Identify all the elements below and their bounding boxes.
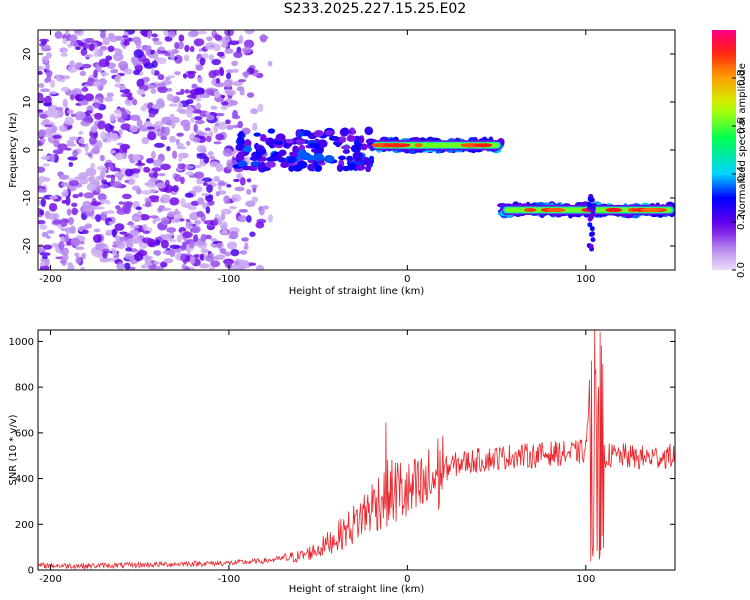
x-tick-label: -200 bbox=[39, 274, 62, 285]
x-tick-label: -100 bbox=[218, 574, 241, 585]
colorbar-tick-label: 0.6 bbox=[736, 118, 747, 134]
y-axis-label: SNR (10 * v/v) bbox=[8, 414, 19, 485]
x-tick-label: 0 bbox=[404, 274, 410, 285]
x-tick-label: -200 bbox=[39, 574, 62, 585]
y-tick-label: 600 bbox=[15, 428, 34, 439]
snr-frame bbox=[37, 329, 676, 571]
x-tick-label: 0 bbox=[404, 574, 410, 585]
colorbar bbox=[712, 30, 736, 270]
y-tick-label: 0 bbox=[28, 566, 34, 577]
y-axis-label: Frequency (Hz) bbox=[8, 112, 19, 188]
x-tick-label: -100 bbox=[218, 274, 241, 285]
y-tick-label: 200 bbox=[15, 520, 34, 531]
colorbar-tick-label: 0.2 bbox=[736, 214, 747, 230]
chart-title: S233.2025.227.15.25.E02 bbox=[283, 1, 467, 17]
y-tick-label: 10 bbox=[22, 96, 33, 109]
x-axis-label: Height of straight line (km) bbox=[289, 286, 425, 297]
y-tick-label: -20 bbox=[22, 238, 33, 254]
x-tick-label: 100 bbox=[576, 574, 595, 585]
y-tick-label: 800 bbox=[15, 383, 34, 394]
colorbar-tick-label: 0.4 bbox=[736, 166, 747, 182]
y-tick-label: 0 bbox=[22, 147, 33, 153]
colorbar-tick-label: 0.0 bbox=[736, 262, 747, 278]
spectrogram-area bbox=[38, 30, 675, 270]
y-tick-label: 1000 bbox=[9, 337, 34, 348]
y-tick-label: 20 bbox=[22, 48, 33, 61]
snr-series-line bbox=[38, 330, 675, 570]
y-tick-label: -10 bbox=[22, 190, 33, 206]
x-tick-label: 100 bbox=[576, 274, 595, 285]
colorbar-label: Normalized spectral amplitude bbox=[737, 63, 748, 217]
y-tick-label: 400 bbox=[15, 474, 34, 485]
x-axis-label: Height of straight line (km) bbox=[289, 584, 425, 595]
colorbar-tick-label: 0.8 bbox=[736, 70, 747, 86]
